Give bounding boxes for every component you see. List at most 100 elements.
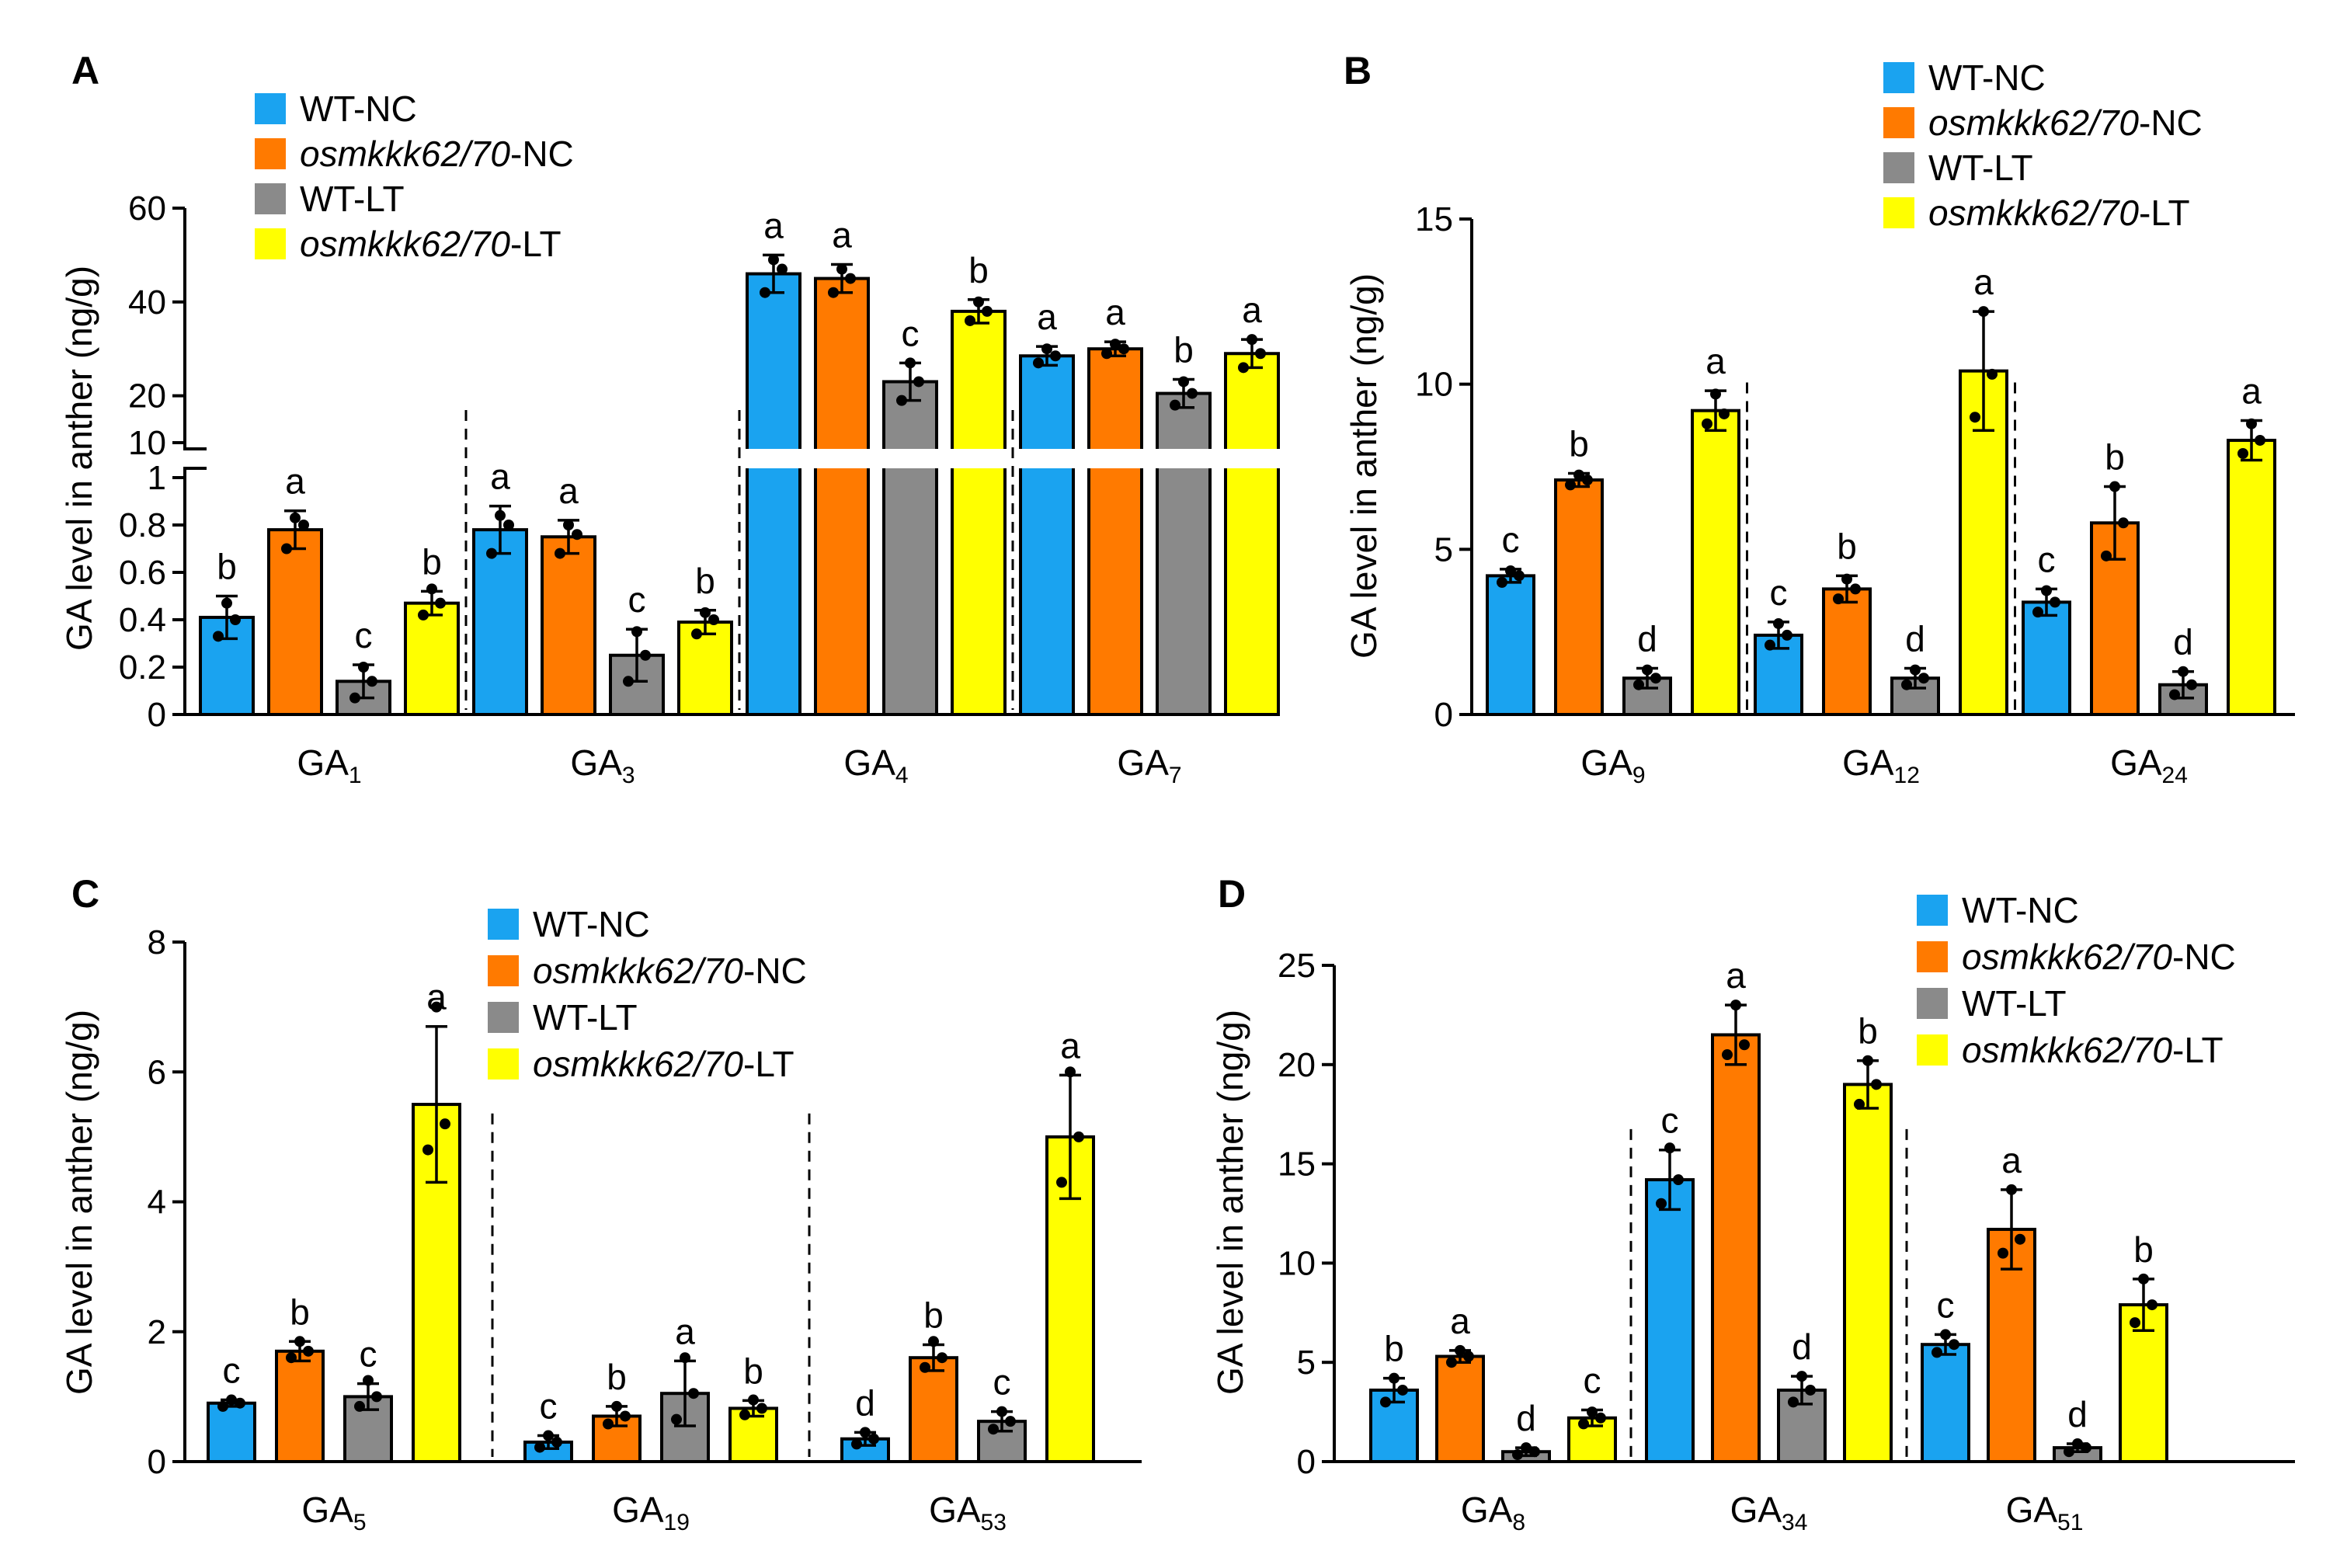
data-point [2032,607,2043,618]
significance-letter: d [2067,1394,2088,1434]
bar [1087,347,1143,716]
bar [1645,1178,1695,1463]
legend-label-suffix: -NC [743,951,807,991]
data-point [996,1406,1007,1417]
data-point [495,509,506,521]
data-point [748,1394,759,1406]
bar [1019,354,1075,716]
data-point [623,676,634,687]
significance-letter: d [1637,618,1657,659]
y-tick-label: 5 [1434,530,1453,568]
bar [1486,574,1535,716]
significance-letter: c [355,615,373,655]
data-point [868,1433,879,1445]
data-point [1910,664,1921,676]
axes: 0 5 10 15 [1415,200,2295,734]
data-point [671,1413,682,1425]
data-point [431,1001,442,1013]
significance-letter: a [2001,1140,2022,1180]
legend-label: osmkkk62/70-LT [300,224,562,264]
bar-break-gap [813,449,871,468]
data-point [768,254,779,266]
significance-letter: a [1705,341,1726,381]
data-point [1765,639,1775,651]
data-point [1521,1442,1532,1454]
data-point [1841,573,1852,585]
legend-swatch [1917,941,1948,972]
data-point [294,1336,305,1347]
data-point [1512,1449,1523,1461]
data-point [1931,1347,1942,1358]
bar [1822,587,1872,717]
bar-group-GA53: d b c a GA53 [840,1025,1095,1535]
y-tick-label: 0 [1297,1443,1316,1481]
data-point [708,614,719,625]
legend-label: osmkkk62/70-LT [1928,193,2190,233]
data-point [1073,1131,1084,1142]
legend-swatch [488,1048,519,1080]
x-tick-label-base: GA [570,742,622,783]
data-point [1702,418,1712,429]
y-tick-label: 60 [128,189,166,228]
significance-letter: b [422,541,442,582]
data-point [349,692,360,704]
significance-letter: b [968,250,989,290]
data-point [563,520,574,530]
significance-letter: c [1502,520,1520,560]
significance-letter: a [1037,297,1057,337]
x-tick-label-base: GA [2110,742,2162,783]
data-point [572,529,582,541]
data-point [435,597,446,609]
y-tick-label: 0 [1434,696,1453,734]
significance-letter: a [2241,370,2262,411]
bar-group-GA19: c b a b GA19 [523,1113,811,1535]
data-point [2246,418,2257,429]
y-tick-label: 0.8 [119,506,166,544]
data-point [1595,1412,1606,1424]
bar [541,535,596,716]
data-point [1656,1198,1667,1209]
bar-group-GA8: b a d c GA8 [1369,1128,1632,1535]
y-tick-label: 10 [1415,366,1453,404]
data-point [739,1409,750,1420]
data-point [1901,679,1912,690]
data-point [1773,618,1784,630]
x-tick-label-base: GA [2006,1490,2058,1530]
data-point [418,609,429,621]
legend-label: WT-NC [1928,57,2046,98]
data-point [1573,469,1584,481]
legend-swatch [255,93,286,124]
significance-letter: c [540,1386,558,1427]
bar-group-GA5: c b c a GA5 [207,977,494,1535]
data-point [760,287,770,298]
data-point [1940,1329,1951,1340]
data-point [2050,596,2060,608]
data-point [422,1144,433,1156]
data-point [1970,412,1980,423]
data-point [1664,1142,1675,1154]
x-tick-label-sub: 7 [1169,763,1182,788]
x-tick-label-base: GA [297,742,349,783]
data-point [1065,1066,1076,1078]
x-tick-label-base: GA [1842,742,1894,783]
x-tick-label: GA24 [2110,742,2188,788]
legend-label: WT-LT [1928,148,2033,188]
data-point [1650,673,1661,684]
x-tick-label-sub: 34 [1782,1510,1807,1535]
legend-label: WT-NC [300,89,417,129]
bar [1554,478,1604,716]
significance-letter: d [1516,1398,1536,1438]
data-point [620,1410,631,1422]
significance-letter: b [1569,424,1589,464]
data-point [851,1438,862,1450]
x-tick-label: GA8 [1461,1490,1525,1535]
legend-label-italic: osmkkk62/70 [1962,1030,2172,1070]
legend-label-italic: osmkkk62/70 [300,134,510,174]
x-tick-label-base: GA [1730,1490,1782,1530]
legend-label: WT-NC [1962,890,2079,930]
y-axis-label: GA level in anther (ng/g) [59,266,99,651]
x-tick-label-sub: 19 [664,1510,690,1535]
